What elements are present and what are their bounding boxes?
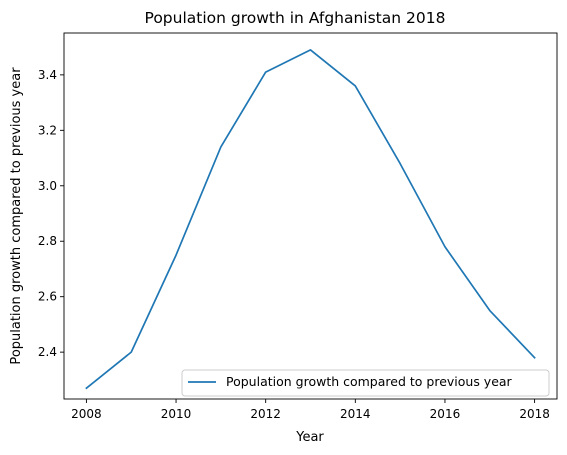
x-axis-label: Year	[295, 430, 324, 445]
y-tick-label: 3.0	[38, 179, 57, 193]
plot-area: 2008 2010 2012 2014 2016 2018 2.4 2.6 2.8 3.0 3.2 3…	[38, 32, 558, 421]
x-tick-label: 2012	[250, 407, 281, 421]
y-tick-label: 2.6	[38, 290, 57, 304]
legend-entry-label: Population growth compared to previous y…	[226, 374, 513, 389]
y-axis-label: Population growth compared to previous y…	[9, 67, 24, 365]
legend: Population growth compared to previous y…	[181, 369, 550, 397]
y-tick-label: 3.4	[38, 68, 57, 82]
chart-title: Population growth in Afghanistan 2018	[145, 9, 446, 27]
y-tick-label: 2.8	[38, 234, 57, 248]
plot-frame	[63, 32, 558, 400]
series-line-0	[85, 49, 536, 390]
x-tick-label: 2010	[161, 407, 192, 421]
x-tick-label: 2008	[71, 407, 102, 421]
y-tick-label: 3.2	[38, 123, 57, 137]
x-tick-label: 2018	[519, 407, 550, 421]
legend-box	[181, 369, 550, 397]
x-tick-label: 2014	[340, 407, 371, 421]
x-tick-label: 2016	[430, 407, 461, 421]
y-tick-label: 2.4	[38, 345, 57, 359]
